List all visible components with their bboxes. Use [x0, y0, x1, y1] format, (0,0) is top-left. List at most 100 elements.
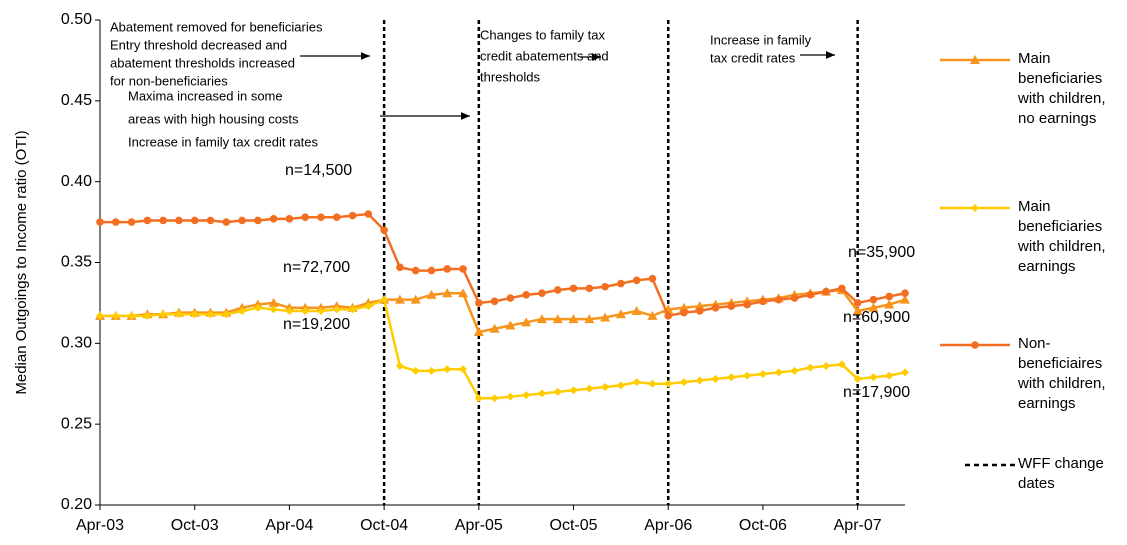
data-point [695, 376, 704, 385]
annotation-text: n=19,200 [283, 316, 350, 333]
data-point [837, 360, 846, 369]
data-point [459, 365, 468, 374]
data-point [601, 282, 609, 291]
data-point [443, 265, 452, 273]
data-point [600, 312, 611, 322]
data-point [426, 289, 437, 299]
data-point [506, 392, 515, 401]
data-point [411, 366, 420, 375]
data-point [238, 307, 247, 315]
data-point [806, 291, 815, 299]
data-point [332, 305, 341, 314]
data-point [364, 210, 373, 218]
x-tick-label: Oct-06 [739, 517, 787, 534]
x-tick-label: Apr-07 [834, 517, 882, 534]
y-tick-label: 0.40 [61, 173, 92, 190]
y-tick-label: 0.45 [61, 92, 92, 109]
data-point [538, 289, 546, 298]
data-point [569, 386, 578, 395]
data-point [111, 311, 120, 320]
annotation-text: n=17,900 [843, 384, 910, 401]
annotation-text: n=35,900 [848, 244, 915, 261]
data-point [254, 216, 262, 225]
data-point [348, 211, 357, 220]
data-point [364, 302, 373, 311]
data-point [411, 266, 420, 275]
data-point [96, 218, 104, 226]
data-point [127, 311, 136, 320]
data-point [743, 300, 751, 309]
y-tick-label: 0.20 [61, 496, 92, 513]
data-point [269, 305, 278, 314]
data-point [631, 306, 642, 315]
data-point [143, 216, 152, 225]
data-point [395, 361, 404, 370]
data-point [711, 374, 720, 383]
data-point [664, 379, 673, 388]
x-tick-label: Apr-03 [76, 517, 124, 534]
data-point [442, 288, 453, 298]
data-point [838, 284, 846, 293]
data-point [190, 310, 199, 319]
annotation-text: Maxima increased in some [128, 88, 283, 103]
data-point [285, 307, 294, 315]
data-point [380, 295, 389, 304]
data-point [490, 297, 499, 306]
data-point [822, 287, 830, 296]
legend-label: Main beneficiaries with children, earnin… [1018, 198, 1106, 275]
data-point [427, 266, 436, 275]
data-point [679, 302, 690, 312]
data-point [443, 365, 452, 374]
annotation-text: n=60,900 [843, 309, 910, 326]
data-point [774, 368, 783, 377]
data-point [253, 303, 262, 312]
legend-marker [971, 341, 979, 349]
data-point [394, 294, 405, 304]
data-point [758, 370, 767, 379]
data-point [301, 307, 310, 315]
data-point [727, 302, 736, 310]
data-point [301, 213, 309, 222]
annotation-text: Entry threshold decreased and [110, 37, 287, 52]
data-point [536, 314, 547, 324]
data-point [743, 371, 752, 380]
annotation-text: Abatement removed for beneficiaries [110, 19, 323, 34]
legend-label: Main beneficiaries with children, no ear… [1018, 50, 1106, 127]
data-point [427, 366, 436, 375]
annotation-text: Increase in family [710, 32, 812, 47]
data-point [853, 374, 862, 383]
data-point [680, 308, 688, 317]
data-point [585, 284, 594, 293]
data-point [474, 394, 483, 403]
data-point [159, 216, 167, 225]
legend-label: WFF change dates [1018, 455, 1104, 492]
data-point [410, 294, 421, 304]
data-point [694, 301, 705, 311]
data-point [475, 299, 483, 307]
data-point [568, 314, 579, 324]
annotation-text: thresholds [480, 69, 540, 84]
data-point [885, 292, 894, 301]
data-point [616, 381, 625, 390]
data-point [680, 378, 689, 387]
x-tick-label: Oct-03 [171, 517, 219, 534]
data-point [869, 373, 878, 382]
data-point [190, 216, 199, 225]
data-point [348, 305, 357, 314]
data-point [489, 323, 500, 333]
annotation-text: n=14,500 [285, 162, 352, 179]
data-point [774, 295, 783, 304]
annotation-text: abatement thresholds increased [110, 55, 295, 70]
data-point [127, 218, 136, 226]
data-point [869, 295, 878, 304]
data-point [632, 276, 641, 285]
series-line [100, 288, 906, 334]
annotation-text: Increase in family tax credit rates [128, 134, 319, 149]
data-point [206, 216, 215, 225]
data-point [585, 384, 594, 393]
data-point [174, 310, 183, 319]
data-point [206, 310, 215, 319]
data-point [759, 297, 767, 306]
